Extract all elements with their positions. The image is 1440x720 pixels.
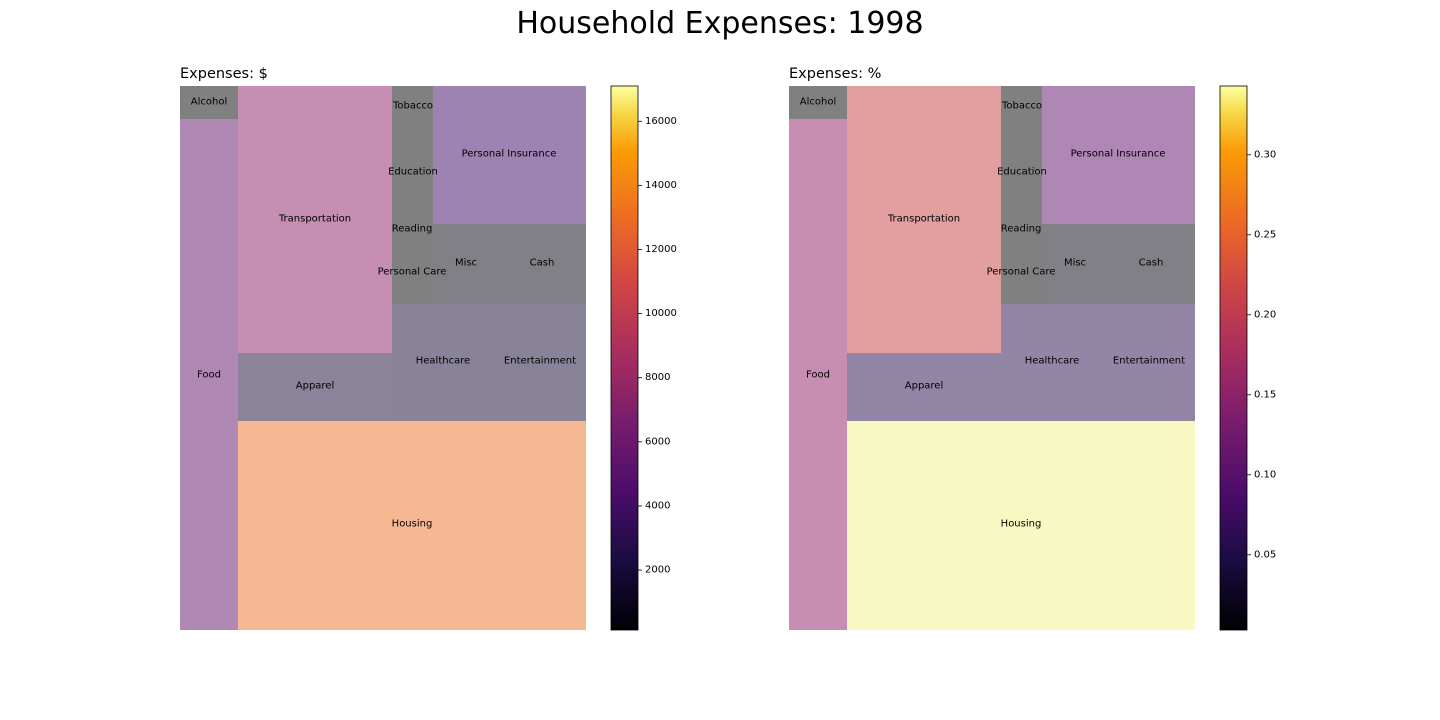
- colorbar-tick-label: 0.20: [1254, 309, 1276, 320]
- cell-label-food: Food: [197, 370, 221, 381]
- colorbar-tick-label: 0.25: [1254, 229, 1276, 240]
- cell-label-personal-care: Personal Care: [378, 267, 447, 278]
- treemap-percent: Alcohol Food Transportation Apparel Housing T…: [789, 86, 1195, 630]
- treemap-cell-personal-care: [392, 240, 433, 304]
- cell-label-reading: Reading: [1001, 224, 1042, 235]
- cell-label-transportation: Transportation: [887, 214, 960, 225]
- colorbar-percent: 0.05 0.10 0.15 0.20 0.25 0.30: [1219, 85, 1276, 631]
- cell-label-entertainment: Entertainment: [1113, 356, 1185, 367]
- colorbar-dollars: 2000 4000 6000 8000 10000 12000 14000 16000: [610, 85, 677, 631]
- treemap-cell-education: [392, 126, 433, 218]
- treemap-cell-cash: [1102, 224, 1195, 304]
- treemap-cell-housing: [238, 421, 586, 630]
- treemap-dollars: Alcohol Food Transportation Apparel Housing T…: [180, 86, 586, 630]
- cell-label-housing: Housing: [1001, 519, 1042, 530]
- cell-label-personal-care: Personal Care: [987, 267, 1056, 278]
- cell-label-tobacco: Tobacco: [1001, 101, 1042, 112]
- treemap-cell-apparel: [238, 353, 392, 421]
- panel-title-percent: Expenses: %: [789, 66, 882, 82]
- colorbar-tick-label: 4000: [645, 500, 670, 511]
- colorbar-tick-label: 10000: [645, 308, 677, 319]
- treemap-cell-personal-insurance: [1042, 86, 1195, 224]
- cell-label-housing: Housing: [392, 519, 433, 530]
- treemap-cell-apparel: [847, 353, 1001, 421]
- cell-label-personal-insurance: Personal Insurance: [462, 149, 557, 160]
- colorbar-tick-label: 16000: [645, 116, 677, 127]
- cell-label-healthcare: Healthcare: [416, 356, 471, 367]
- colorbar-tick-label: 0.10: [1254, 469, 1276, 480]
- cell-label-apparel: Apparel: [905, 381, 944, 392]
- treemap-cell-alcohol: [180, 86, 238, 119]
- treemap-cell-misc: [433, 224, 493, 304]
- cell-label-misc: Misc: [1064, 258, 1086, 269]
- cell-label-transportation: Transportation: [278, 214, 351, 225]
- treemap-cell-healthcare: [392, 304, 492, 421]
- cell-label-tobacco: Tobacco: [392, 101, 433, 112]
- colorbar-tick-label: 8000: [645, 372, 670, 383]
- treemap-cell-food: [789, 119, 847, 630]
- cell-label-personal-insurance: Personal Insurance: [1071, 149, 1166, 160]
- treemap-cell-transportation: [847, 86, 1001, 353]
- panel-title-dollars: Expenses: $: [180, 66, 268, 82]
- cell-label-education: Education: [388, 167, 438, 178]
- colorbar-tick-label: 2000: [645, 565, 670, 576]
- treemap-cell-entertainment: [492, 304, 586, 421]
- cell-label-cash: Cash: [1139, 258, 1164, 269]
- colorbar-tick-label: 6000: [645, 436, 670, 447]
- treemap-cell-entertainment: [1101, 304, 1195, 421]
- treemap-cell-food: [180, 119, 238, 630]
- treemap-cell-personal-care: [1001, 240, 1042, 304]
- cell-label-apparel: Apparel: [296, 381, 335, 392]
- treemap-cell-personal-insurance: [433, 86, 586, 224]
- treemap-cell-housing: [847, 421, 1195, 630]
- treemap-cell-reading: [392, 218, 433, 240]
- treemap-cell-education: [1001, 126, 1042, 218]
- cell-label-entertainment: Entertainment: [504, 356, 576, 367]
- colorbar-tick-label: 0.15: [1254, 389, 1276, 400]
- cell-label-healthcare: Healthcare: [1025, 356, 1080, 367]
- treemap-cell-cash: [493, 224, 586, 304]
- cell-label-reading: Reading: [392, 224, 433, 235]
- cell-label-misc: Misc: [455, 258, 477, 269]
- colorbar-gradient: [1219, 85, 1248, 631]
- cell-label-alcohol: Alcohol: [191, 97, 227, 108]
- treemap-cell-reading: [1001, 218, 1042, 240]
- colorbar-tick-label: 12000: [645, 244, 677, 255]
- cell-label-education: Education: [997, 167, 1047, 178]
- cell-label-alcohol: Alcohol: [800, 97, 836, 108]
- colorbar-tick-label: 0.30: [1254, 149, 1276, 160]
- treemap-cell-healthcare: [1001, 304, 1101, 421]
- cell-label-food: Food: [806, 370, 830, 381]
- treemap-cell-transportation: [238, 86, 392, 353]
- treemap-cell-tobacco: [1001, 86, 1042, 126]
- cell-label-cash: Cash: [530, 258, 555, 269]
- colorbar-gradient: [610, 85, 639, 631]
- treemap-cell-alcohol: [789, 86, 847, 119]
- colorbar-tick-label: 14000: [645, 180, 677, 191]
- figure-title: Household Expenses: 1998: [516, 6, 924, 41]
- treemap-cell-tobacco: [392, 86, 433, 126]
- colorbar-tick-label: 0.05: [1254, 549, 1276, 560]
- treemap-cell-misc: [1042, 224, 1102, 304]
